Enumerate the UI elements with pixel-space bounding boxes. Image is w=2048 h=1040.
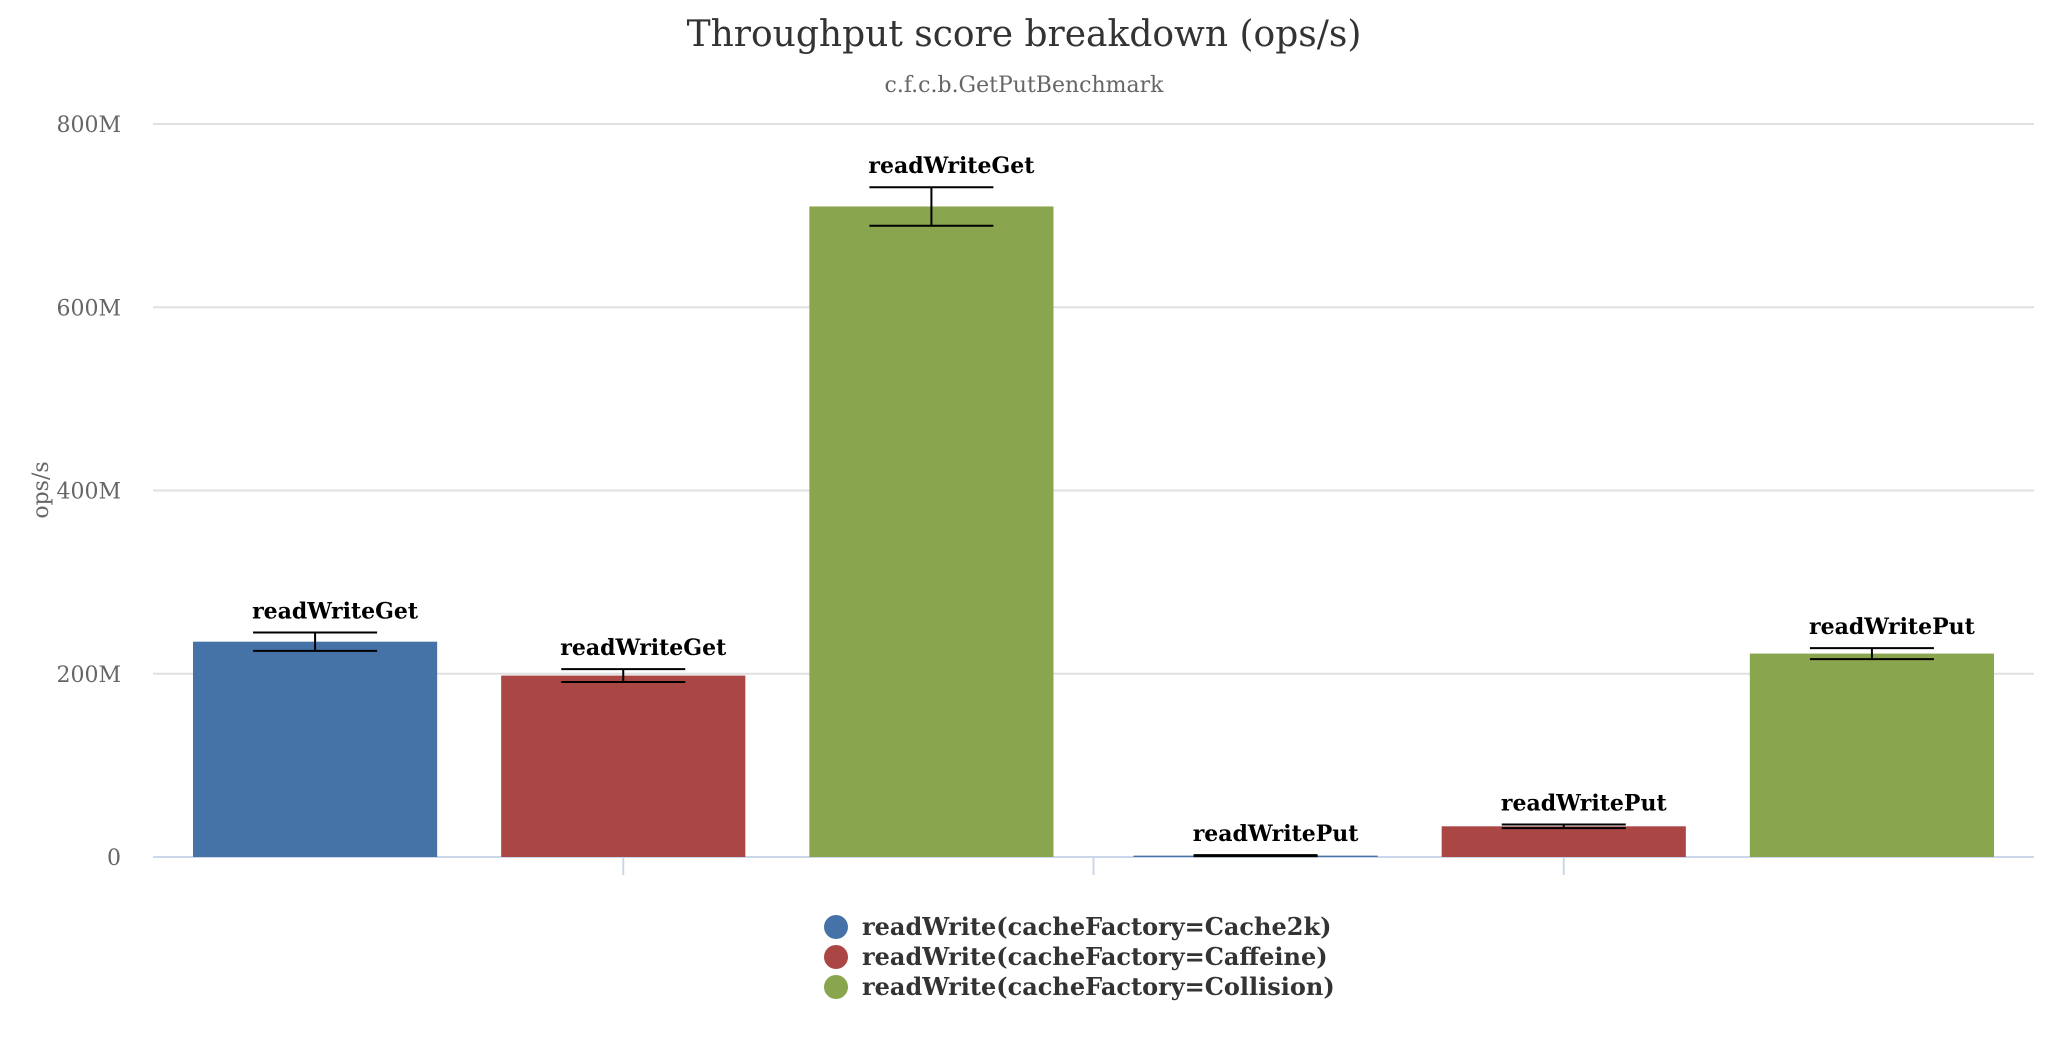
chart-title: Throughput score breakdown (ops/s) bbox=[687, 14, 1362, 55]
gridlines: 0 200M 400M 600M 800M bbox=[56, 113, 2034, 875]
legend: readWrite(cacheFactory=Cache2k)readWrite… bbox=[824, 912, 1335, 1001]
data-label: readWriteGet bbox=[868, 153, 1035, 179]
data-label: readWritePut bbox=[1193, 821, 1360, 847]
bar bbox=[1441, 826, 1686, 857]
legend-item-label: readWrite(cacheFactory=Collision) bbox=[862, 972, 1335, 1001]
y-tick-label: 800M bbox=[56, 113, 121, 138]
data-label: readWritePut bbox=[1501, 790, 1668, 816]
y-axis-title: ops/s bbox=[29, 461, 54, 518]
legend-marker bbox=[824, 945, 848, 969]
bar bbox=[501, 675, 746, 857]
bars bbox=[193, 186, 1994, 858]
legend-marker bbox=[824, 915, 848, 939]
bar bbox=[1749, 653, 1994, 857]
data-label: readWriteGet bbox=[252, 599, 419, 625]
y-tick-label: 400M bbox=[56, 480, 121, 505]
legend-marker bbox=[824, 975, 848, 999]
y-tick-label: 200M bbox=[56, 663, 121, 688]
data-label: readWritePut bbox=[1809, 614, 1976, 640]
bar bbox=[809, 206, 1054, 857]
bar bbox=[193, 641, 438, 857]
data-label: readWriteGet bbox=[560, 635, 727, 661]
y-tick-label: 600M bbox=[56, 296, 121, 321]
data-labels: readWriteGet readWritePut readWriteGet read… bbox=[250, 151, 1978, 849]
y-tick-label: 0 bbox=[107, 846, 121, 871]
legend-item-label: readWrite(cacheFactory=Cache2k) bbox=[862, 912, 1331, 941]
chart-subtitle: c.f.c.b.GetPutBenchmark bbox=[885, 73, 1165, 98]
legend-item-label: readWrite(cacheFactory=Caffeine) bbox=[862, 942, 1328, 971]
